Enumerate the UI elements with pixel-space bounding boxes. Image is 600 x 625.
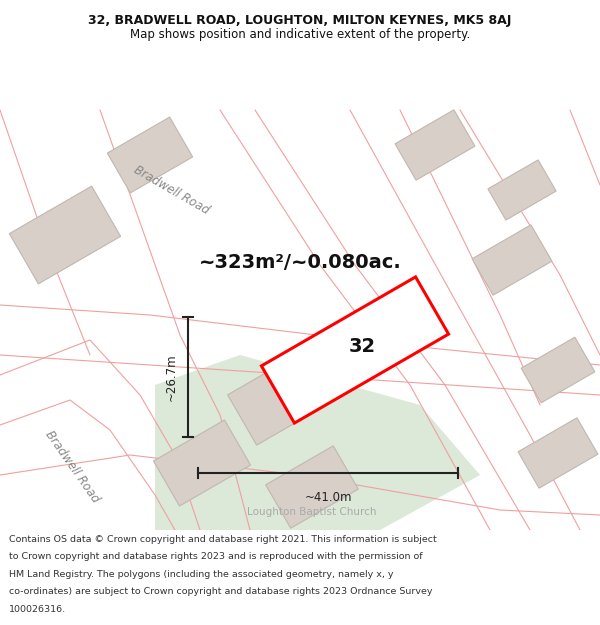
Text: 100026316.: 100026316. — [9, 605, 66, 614]
Polygon shape — [154, 420, 251, 506]
Polygon shape — [488, 160, 556, 220]
Polygon shape — [521, 337, 595, 403]
Text: ~26.7m: ~26.7m — [165, 353, 178, 401]
Text: HM Land Registry. The polygons (including the associated geometry, namely x, y: HM Land Registry. The polygons (includin… — [9, 570, 394, 579]
Polygon shape — [155, 355, 480, 530]
Text: Map shows position and indicative extent of the property.: Map shows position and indicative extent… — [130, 28, 470, 41]
Text: co-ordinates) are subject to Crown copyright and database rights 2023 Ordnance S: co-ordinates) are subject to Crown copyr… — [9, 588, 433, 596]
Polygon shape — [107, 117, 193, 193]
Text: ~41.0m: ~41.0m — [304, 491, 352, 504]
Polygon shape — [262, 277, 449, 423]
Text: to Crown copyright and database rights 2023 and is reproduced with the permissio: to Crown copyright and database rights 2… — [9, 552, 422, 561]
Text: Bradwell Road: Bradwell Road — [43, 429, 101, 506]
Text: 32, BRADWELL ROAD, LOUGHTON, MILTON KEYNES, MK5 8AJ: 32, BRADWELL ROAD, LOUGHTON, MILTON KEYN… — [88, 14, 512, 27]
Polygon shape — [10, 186, 121, 284]
Polygon shape — [266, 446, 358, 528]
Text: 32: 32 — [349, 338, 376, 356]
Text: ~323m²/~0.080ac.: ~323m²/~0.080ac. — [199, 254, 401, 272]
Polygon shape — [472, 225, 552, 295]
Polygon shape — [518, 418, 598, 488]
Polygon shape — [227, 349, 337, 445]
Polygon shape — [395, 110, 475, 180]
Text: Loughton Baptist Church: Loughton Baptist Church — [247, 507, 377, 517]
Text: Contains OS data © Crown copyright and database right 2021. This information is : Contains OS data © Crown copyright and d… — [9, 535, 437, 544]
Text: Bradwell Road: Bradwell Road — [132, 163, 212, 217]
